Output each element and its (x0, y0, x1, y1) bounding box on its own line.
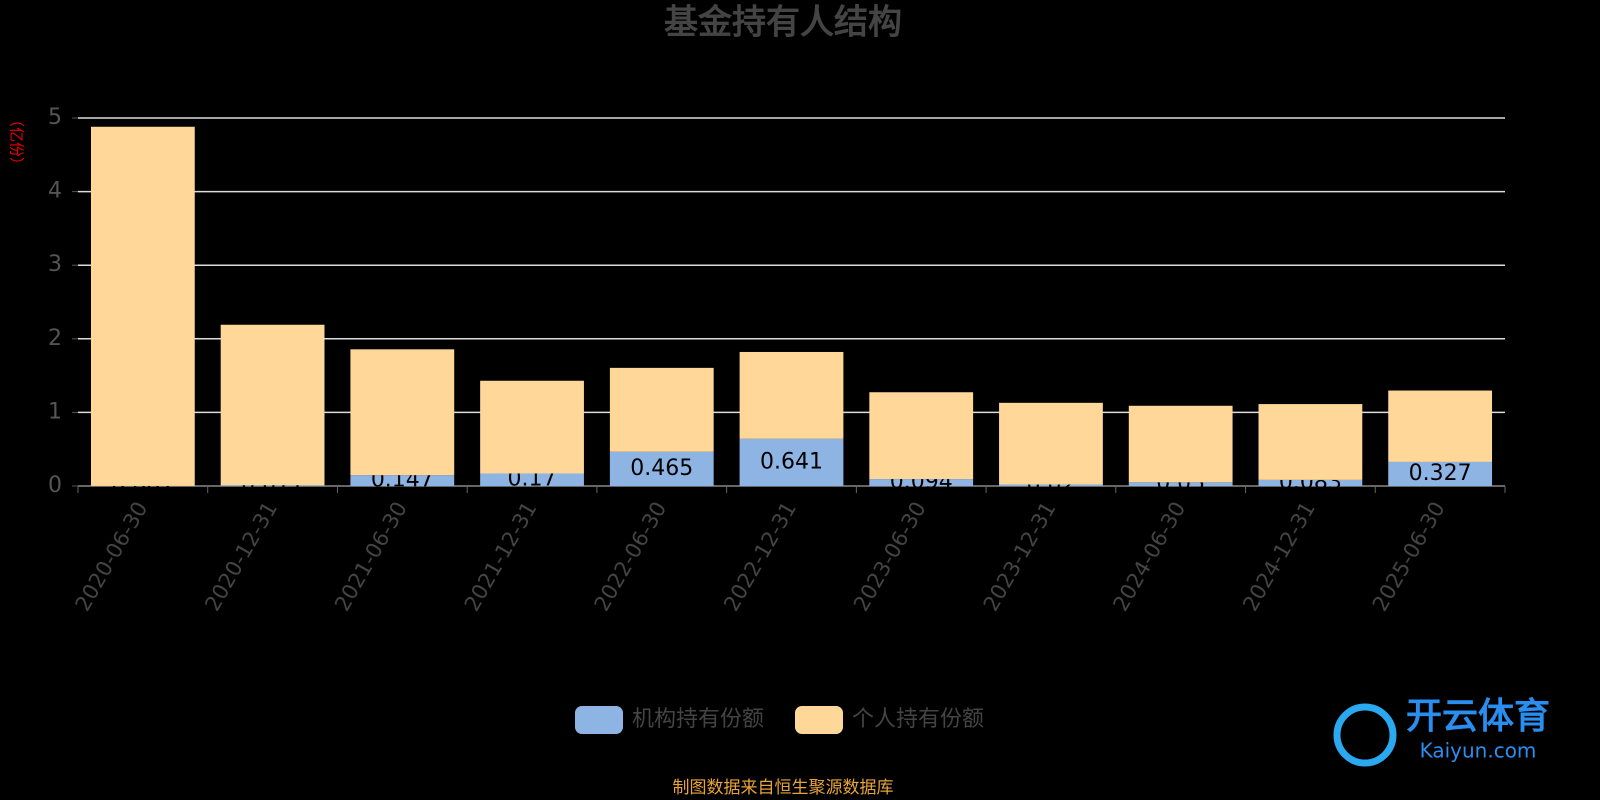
bar-segment (220, 485, 325, 486)
bar-segment (350, 349, 455, 476)
legend-label: 个人持有份额 (852, 707, 984, 732)
bar-segment (739, 438, 844, 486)
watermark: 开云体育 Kaiyun.com (1333, 696, 1550, 767)
y-axis-label: （亿份） (8, 112, 26, 172)
y-tick-label: 0 (48, 473, 62, 498)
bar-segment (1128, 482, 1233, 486)
y-tick-label: 1 (48, 399, 62, 424)
chart-title: 基金持有人结构 (664, 3, 902, 43)
y-tick-label: 4 (48, 179, 62, 204)
bar-segment (999, 402, 1103, 485)
value-label: 0.327 (1409, 461, 1472, 486)
bar-segment (1258, 404, 1363, 480)
bar-segment (1388, 461, 1493, 486)
bar-segment (90, 126, 195, 486)
legend-swatch (795, 706, 843, 734)
value-label: 0.465 (630, 456, 693, 481)
footer: 制图数据来自恒生聚源数据库 (673, 778, 894, 798)
bar-segment (1258, 479, 1363, 486)
legend-swatch (575, 706, 623, 734)
y-tick-label: 2 (48, 326, 62, 351)
bar-segment (609, 451, 714, 486)
bar-segment (1128, 405, 1233, 483)
bar-segment (739, 351, 844, 439)
legend-label: 机构持有份额 (632, 707, 764, 732)
y-tick-label: 3 (48, 252, 62, 277)
value-label: 0.641 (760, 449, 823, 474)
bar-segment (609, 367, 714, 452)
bar-segment (869, 392, 974, 480)
logo (1333, 703, 1397, 767)
watermark-text: 开云体育 (1406, 696, 1550, 737)
bar-segment (1388, 390, 1493, 462)
bar-segment (480, 473, 584, 486)
bar-segment (999, 484, 1103, 486)
bar-segment (480, 380, 584, 474)
y-tick-label: 5 (48, 105, 62, 130)
bar-segment (350, 475, 455, 486)
watermark-url: Kaiyun.com (1420, 739, 1537, 763)
bar-segment (869, 479, 974, 486)
bar-segment (220, 324, 325, 486)
